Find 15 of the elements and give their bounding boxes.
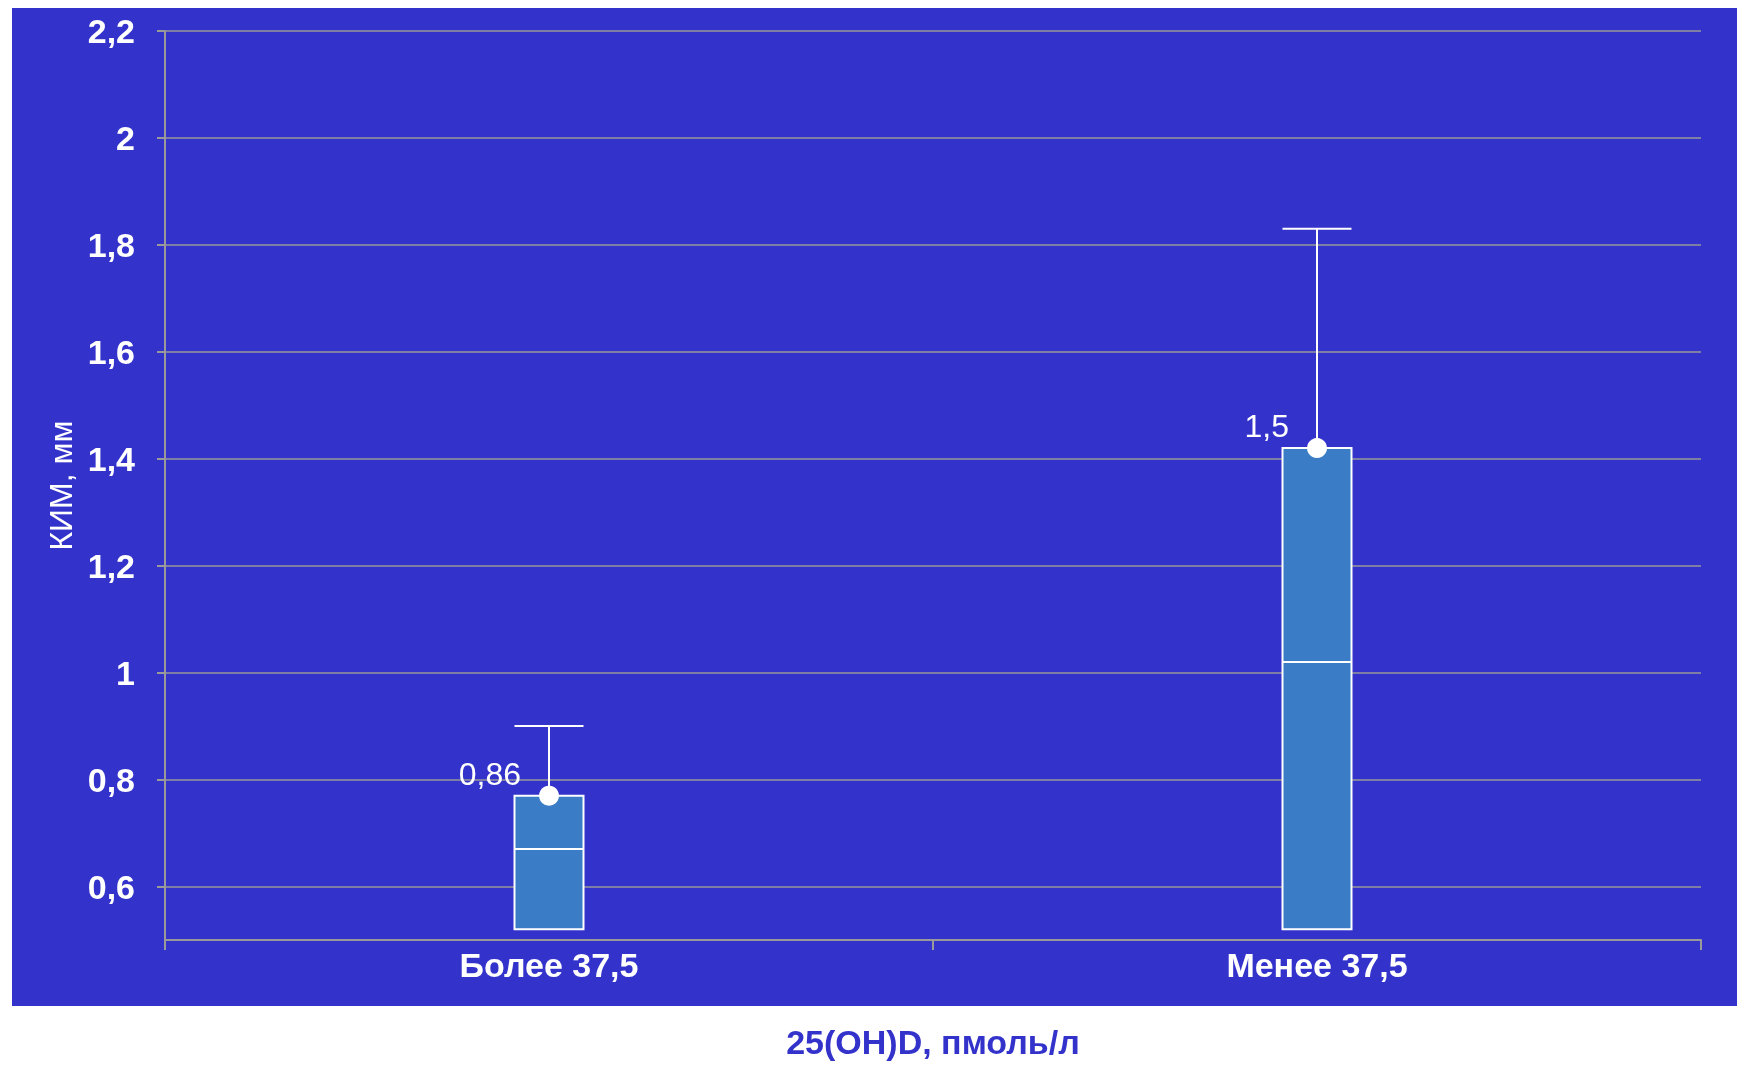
y-tick-label: 1,8 [87,225,135,264]
y-tick-label: 0,6 [87,867,135,906]
y-tick-label: 1,2 [87,546,135,585]
y-tick-label: 0,8 [87,760,135,799]
y-tick-label: 2 [116,118,135,157]
y-tick-label: 2,2 [87,12,135,50]
x-tick-label: Менее 37,5 [1226,946,1408,984]
y-tick-label: 1 [116,653,135,692]
y-axis-title: КИМ, мм [42,420,79,551]
annotation: 0,86 [458,755,521,792]
x-axis-title: 25(OH)D, пмоль/л [786,1023,1080,1061]
annotation: 1,5 [1244,408,1289,445]
y-tick-label: 1,4 [87,439,136,478]
y-tick-label: 1,6 [87,332,135,371]
x-tick-label: Более 37,5 [459,946,639,984]
